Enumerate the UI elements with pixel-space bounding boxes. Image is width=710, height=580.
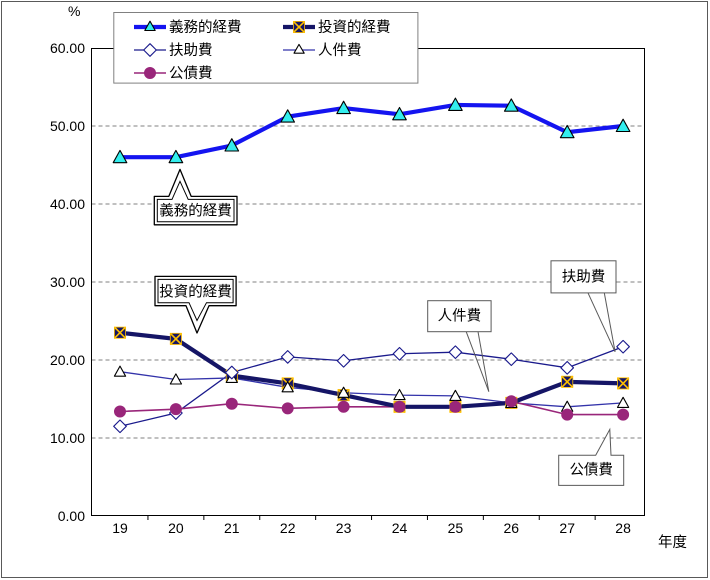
svg-text:40.00: 40.00	[50, 196, 85, 212]
svg-text:26: 26	[504, 520, 520, 536]
svg-text:20: 20	[168, 520, 184, 536]
svg-text:23: 23	[336, 520, 352, 536]
svg-text:25: 25	[448, 520, 464, 536]
svg-text:公債費: 公債費	[569, 462, 613, 479]
svg-text:投資的経費: 投資的経費	[318, 19, 391, 36]
svg-text:24: 24	[392, 520, 408, 536]
svg-text:28: 28	[615, 520, 631, 536]
svg-text:義務的経費: 義務的経費	[169, 19, 242, 36]
svg-text:人件費: 人件費	[438, 308, 482, 325]
svg-text:19: 19	[112, 520, 128, 536]
svg-text:30.00: 30.00	[50, 274, 85, 290]
svg-text:年度: 年度	[658, 534, 687, 551]
svg-text:20.00: 20.00	[50, 352, 85, 368]
svg-text:10.00: 10.00	[50, 430, 85, 446]
svg-text:義務的経費: 義務的経費	[159, 203, 232, 220]
svg-text:50.00: 50.00	[50, 118, 85, 134]
svg-text:22: 22	[280, 520, 296, 536]
svg-text:扶助費: 扶助費	[169, 42, 213, 59]
svg-text:60.00: 60.00	[50, 40, 85, 56]
svg-text:投資的経費: 投資的経費	[159, 284, 232, 301]
svg-text:27: 27	[559, 520, 575, 536]
svg-text:公債費: 公債費	[169, 65, 213, 82]
svg-text:扶助費: 扶助費	[562, 269, 606, 286]
svg-text:%: %	[68, 3, 80, 19]
svg-text:人件費: 人件費	[318, 42, 362, 59]
svg-text:21: 21	[224, 520, 240, 536]
svg-text:0.00: 0.00	[58, 508, 85, 524]
